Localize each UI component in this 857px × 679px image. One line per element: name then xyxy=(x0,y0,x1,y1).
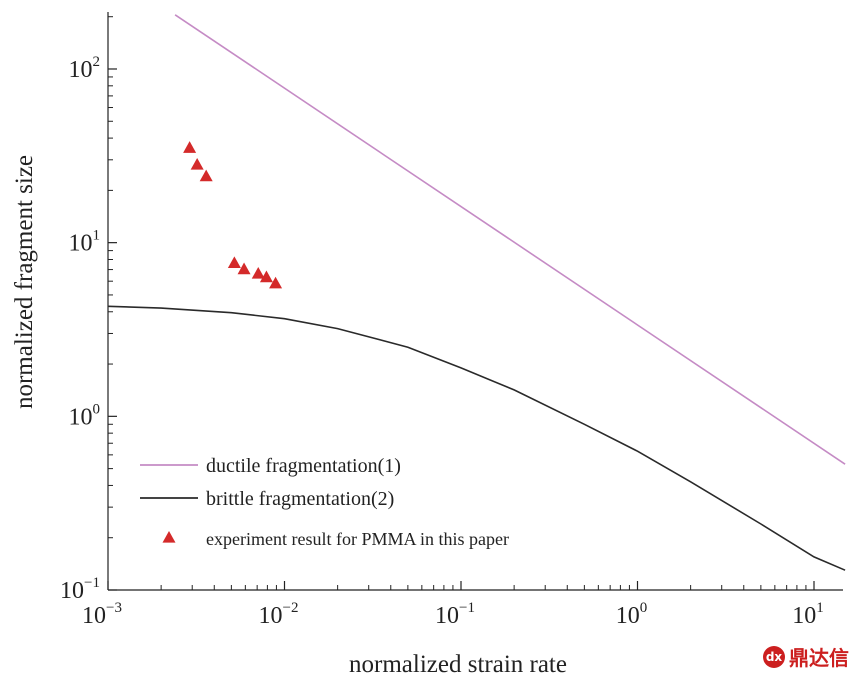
pmma-experiment-point xyxy=(269,276,283,289)
y-tick-label: 101 xyxy=(69,228,101,257)
x-tick-label: 10−3 xyxy=(82,600,122,629)
y-ticks: 10−1 100 101 102 xyxy=(60,16,117,604)
y-tick-label: 100 xyxy=(69,401,101,430)
pmma-experiment-point xyxy=(237,262,251,275)
series-layer xyxy=(107,14,846,571)
x-tick-label: 10−1 xyxy=(435,600,475,629)
y-tick-label: 10−1 xyxy=(60,575,100,604)
brittle-fragmentation-line xyxy=(107,305,846,571)
watermark: dx 鼎达信 xyxy=(763,642,849,671)
x-axis-title: normalized strain rate xyxy=(349,651,567,678)
x-ticks: 10−3 10−2 10−1 100 101 xyxy=(82,581,824,629)
pmma-experiment-point xyxy=(183,141,197,153)
pmma-experiment-point xyxy=(251,266,265,279)
legend-label: brittle fragmentation(2) xyxy=(206,488,394,510)
y-axis-title: normalized fragment size xyxy=(11,155,38,409)
legend-pmma-marker xyxy=(162,530,176,543)
legend: ductile fragmentation(1) brittle fragment… xyxy=(140,455,509,549)
legend-label: experiment result for PMMA in this paper xyxy=(206,529,509,549)
watermark-text: 鼎达信 xyxy=(789,646,849,670)
pmma-experiment-point xyxy=(259,270,273,283)
x-tick-label: 101 xyxy=(792,600,824,629)
pmma-experiment-point xyxy=(227,256,241,269)
y-tick-label: 102 xyxy=(69,54,101,83)
pmma-experiment-point xyxy=(199,169,213,182)
ductile-fragmentation-line xyxy=(174,14,846,465)
x-tick-label: 100 xyxy=(616,600,648,629)
legend-label: ductile fragmentation(1) xyxy=(206,455,401,477)
watermark-logo-icon: dx xyxy=(763,645,785,668)
axes-frame xyxy=(107,12,843,591)
pmma-experiment-point xyxy=(190,157,204,170)
x-tick-label: 10−2 xyxy=(259,600,299,629)
